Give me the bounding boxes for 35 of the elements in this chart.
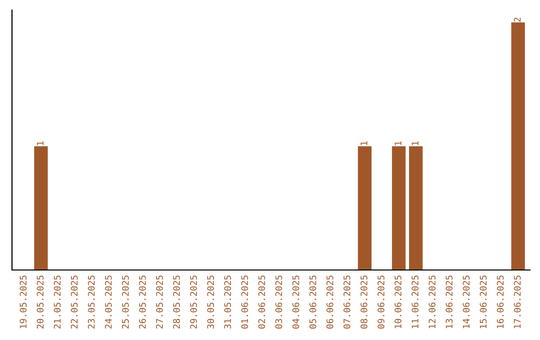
x-tick-label: 28.05.2025 [173,276,180,329]
x-tick-label: 12.06.2025 [428,276,436,328]
x-tick-label: 20.05.2025 [36,276,44,329]
x-tick-label: 14.06.2025 [462,276,470,328]
x-tick-label: 03.06.2025 [275,276,282,329]
data-label: 1 [394,141,402,146]
x-tick-label: 21.05.2025 [54,276,61,329]
data-label: 1 [360,141,368,146]
x-tick-label: 23.05.2025 [88,276,95,329]
x-tick-label: 15.06.2025 [480,276,487,328]
x-tick-label: 25.05.2025 [122,276,129,329]
x-tick-label: 19.05.2025 [20,276,27,328]
x-tick-label: 09.06.2025 [378,276,384,329]
x-tick-label: 05.06.2025 [309,276,316,329]
x-tick-label: 29.05.2025 [190,276,197,329]
x-tick-label: 10.06.2025 [394,276,402,328]
x-tick-label: 04.06.2025 [292,276,300,329]
x-tick-label: 24.05.2025 [104,276,112,329]
x-tick-label: 26.05.2025 [139,276,146,329]
x-tick-label: 06.06.2025 [326,276,334,329]
data-label: 2 [514,18,521,22]
x-tick-label: 01.06.2025 [241,276,248,329]
x-tick-label: 11.06.2025 [412,276,418,328]
data-label: 1 [36,141,44,146]
data-label: 1 [412,141,418,146]
x-tick-label: 31.05.2025 [224,276,232,329]
x-tick-label: 30.05.2025 [207,276,214,329]
x-tick-label: 22.05.2025 [70,276,78,329]
x-tick-label: 27.05.2025 [156,276,163,329]
x-tick-label: 17.06.2025 [514,276,521,328]
x-tick-label: 16.06.2025 [496,276,504,328]
x-tick-label: 08.06.2025 [360,276,368,329]
x-tick-label: 02.06.2025 [258,276,266,329]
x-tick-label: 07.06.2025 [343,276,350,329]
x-tick-label: 13.06.2025 [446,276,453,328]
